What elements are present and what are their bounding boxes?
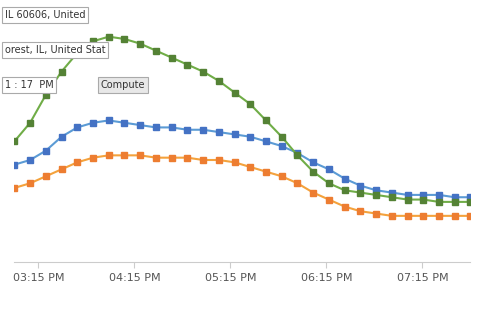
pessimistic bbox=[310, 170, 316, 173]
optimistic bbox=[169, 156, 175, 160]
best_guess bbox=[342, 177, 348, 180]
optimistic bbox=[420, 214, 426, 218]
Text: 1 : 17  PM: 1 : 17 PM bbox=[5, 80, 54, 90]
optimistic bbox=[12, 186, 17, 190]
pessimistic bbox=[342, 188, 348, 192]
optimistic bbox=[137, 153, 143, 157]
best_guess bbox=[420, 193, 426, 197]
pessimistic bbox=[200, 70, 206, 74]
best_guess bbox=[184, 128, 190, 132]
Line: optimistic: optimistic bbox=[12, 153, 473, 219]
pessimistic bbox=[436, 200, 442, 204]
pessimistic bbox=[373, 193, 379, 197]
optimistic bbox=[436, 214, 442, 218]
pessimistic bbox=[153, 49, 159, 52]
pessimistic bbox=[279, 135, 285, 139]
best_guess bbox=[43, 149, 49, 153]
best_guess bbox=[232, 132, 238, 136]
optimistic bbox=[263, 170, 269, 173]
optimistic bbox=[106, 153, 112, 157]
optimistic bbox=[59, 167, 64, 171]
best_guess bbox=[121, 121, 127, 125]
best_guess bbox=[295, 151, 300, 155]
best_guess bbox=[12, 163, 17, 167]
pessimistic bbox=[137, 42, 143, 45]
optimistic bbox=[200, 158, 206, 162]
pessimistic bbox=[232, 91, 238, 94]
best_guess bbox=[27, 158, 33, 162]
pessimistic bbox=[43, 93, 49, 97]
pessimistic bbox=[389, 195, 395, 199]
best_guess bbox=[373, 188, 379, 192]
pessimistic bbox=[216, 79, 222, 83]
best_guess bbox=[106, 118, 112, 122]
best_guess bbox=[247, 135, 253, 139]
pessimistic bbox=[468, 200, 473, 204]
best_guess bbox=[279, 144, 285, 148]
best_guess bbox=[74, 125, 80, 129]
pessimistic bbox=[59, 70, 64, 74]
optimistic bbox=[279, 174, 285, 178]
optimistic bbox=[184, 156, 190, 160]
best_guess bbox=[137, 123, 143, 127]
pessimistic bbox=[12, 140, 17, 143]
pessimistic bbox=[184, 63, 190, 67]
best_guess bbox=[452, 195, 457, 199]
pessimistic bbox=[90, 39, 96, 43]
optimistic bbox=[27, 181, 33, 185]
best_guess bbox=[169, 125, 175, 129]
optimistic bbox=[74, 160, 80, 164]
best_guess bbox=[389, 191, 395, 195]
optimistic bbox=[326, 198, 332, 202]
pessimistic bbox=[121, 37, 127, 41]
optimistic bbox=[468, 214, 473, 218]
optimistic bbox=[405, 214, 410, 218]
best_guess bbox=[200, 128, 206, 132]
pessimistic bbox=[405, 198, 410, 202]
optimistic bbox=[43, 174, 49, 178]
optimistic bbox=[373, 212, 379, 215]
best_guess bbox=[90, 121, 96, 125]
best_guess bbox=[405, 193, 410, 197]
best_guess bbox=[216, 130, 222, 134]
best_guess bbox=[468, 195, 473, 199]
best_guess bbox=[153, 125, 159, 129]
optimistic bbox=[153, 156, 159, 160]
best_guess bbox=[358, 184, 363, 188]
Text: Compute: Compute bbox=[101, 80, 145, 90]
optimistic bbox=[90, 156, 96, 160]
optimistic bbox=[295, 181, 300, 185]
pessimistic bbox=[74, 51, 80, 55]
best_guess bbox=[59, 135, 64, 139]
pessimistic bbox=[27, 121, 33, 125]
optimistic bbox=[452, 214, 457, 218]
optimistic bbox=[247, 165, 253, 169]
pessimistic bbox=[358, 191, 363, 195]
pessimistic bbox=[295, 153, 300, 157]
Line: pessimistic: pessimistic bbox=[12, 34, 473, 205]
pessimistic bbox=[326, 181, 332, 185]
optimistic bbox=[121, 153, 127, 157]
optimistic bbox=[358, 209, 363, 213]
pessimistic bbox=[106, 35, 112, 39]
pessimistic bbox=[420, 198, 426, 202]
pessimistic bbox=[169, 56, 175, 60]
pessimistic bbox=[263, 118, 269, 122]
best_guess bbox=[310, 160, 316, 164]
best_guess bbox=[263, 140, 269, 143]
Legend: best_guess, optimistic, pessimistic: best_guess, optimistic, pessimistic bbox=[86, 315, 398, 320]
Text: IL 60606, United: IL 60606, United bbox=[5, 10, 85, 20]
optimistic bbox=[310, 191, 316, 195]
optimistic bbox=[216, 158, 222, 162]
Line: best_guess: best_guess bbox=[12, 118, 473, 200]
best_guess bbox=[326, 167, 332, 171]
optimistic bbox=[389, 214, 395, 218]
best_guess bbox=[436, 193, 442, 197]
Text: orest, IL, United Stat: orest, IL, United Stat bbox=[5, 45, 106, 55]
pessimistic bbox=[247, 102, 253, 106]
pessimistic bbox=[452, 200, 457, 204]
optimistic bbox=[342, 204, 348, 208]
optimistic bbox=[232, 160, 238, 164]
